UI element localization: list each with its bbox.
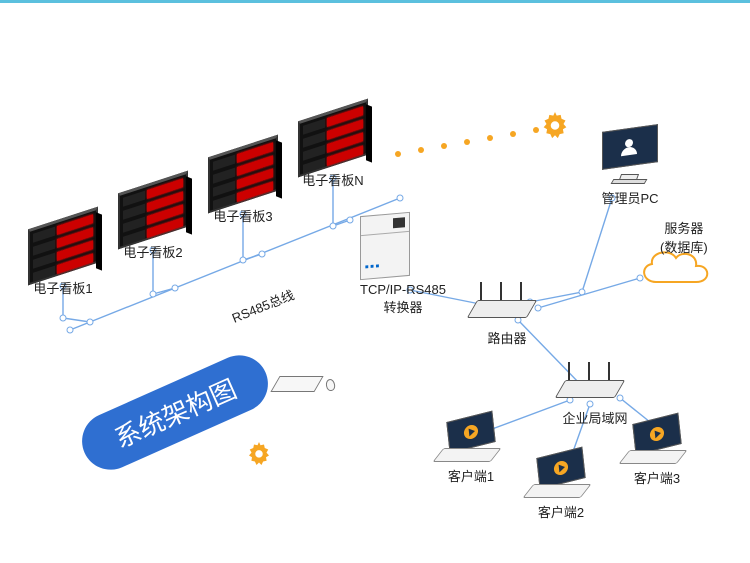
gear-icon-1 [538, 112, 572, 146]
diagram-stage: 电子看板1电子看板2电子看板3电子看板N RS485总线 ■ ■ ■ TCP/I… [0, 0, 750, 563]
router-icon [560, 380, 630, 404]
board-icon [298, 99, 368, 178]
converter-icon: ■ ■ ■ [360, 212, 410, 280]
converter-label-2: 转换器 [360, 297, 446, 316]
client-label: 客户端3 [624, 468, 690, 487]
monitor-icon [598, 128, 662, 184]
display-board-3: 电子看板3 [208, 146, 278, 225]
client-label: 客户端1 [438, 466, 504, 485]
admin-pc-label: 管理员PC [598, 188, 662, 207]
client-label: 客户端2 [528, 502, 594, 521]
gear-icon-2 [244, 442, 274, 472]
board-icon [118, 171, 188, 250]
client-2: 客户端2 [528, 452, 594, 521]
converter-label-1: TCP/IP-RS485 [360, 282, 446, 297]
server-cloud-label: 服务器 (数据库) [660, 214, 708, 256]
server-label-2: (数据库) [660, 237, 708, 256]
display-board-1: 电子看板1 [28, 218, 98, 297]
client-1: 客户端1 [438, 416, 504, 485]
admin-pc: 管理员PC [598, 128, 662, 207]
board-icon [28, 207, 98, 286]
router-lan: 企业局域网 [560, 380, 630, 427]
display-board-4: 电子看板N [298, 110, 368, 189]
display-board-2: 电子看板2 [118, 182, 188, 261]
converter: ■ ■ ■ TCP/IP-RS485 转换器 [360, 214, 446, 316]
router-main: 路由器 [472, 300, 542, 347]
router-label: 路由器 [472, 328, 542, 347]
laptop-icon [624, 418, 690, 464]
keyboard-icon [275, 376, 319, 392]
client-3: 客户端3 [624, 418, 690, 487]
router-icon [472, 300, 542, 324]
laptop-icon [438, 416, 504, 462]
server-label-1: 服务器 [660, 218, 708, 237]
laptop-icon [528, 452, 594, 498]
router-label: 企业局域网 [560, 408, 630, 427]
board-icon [208, 135, 278, 214]
